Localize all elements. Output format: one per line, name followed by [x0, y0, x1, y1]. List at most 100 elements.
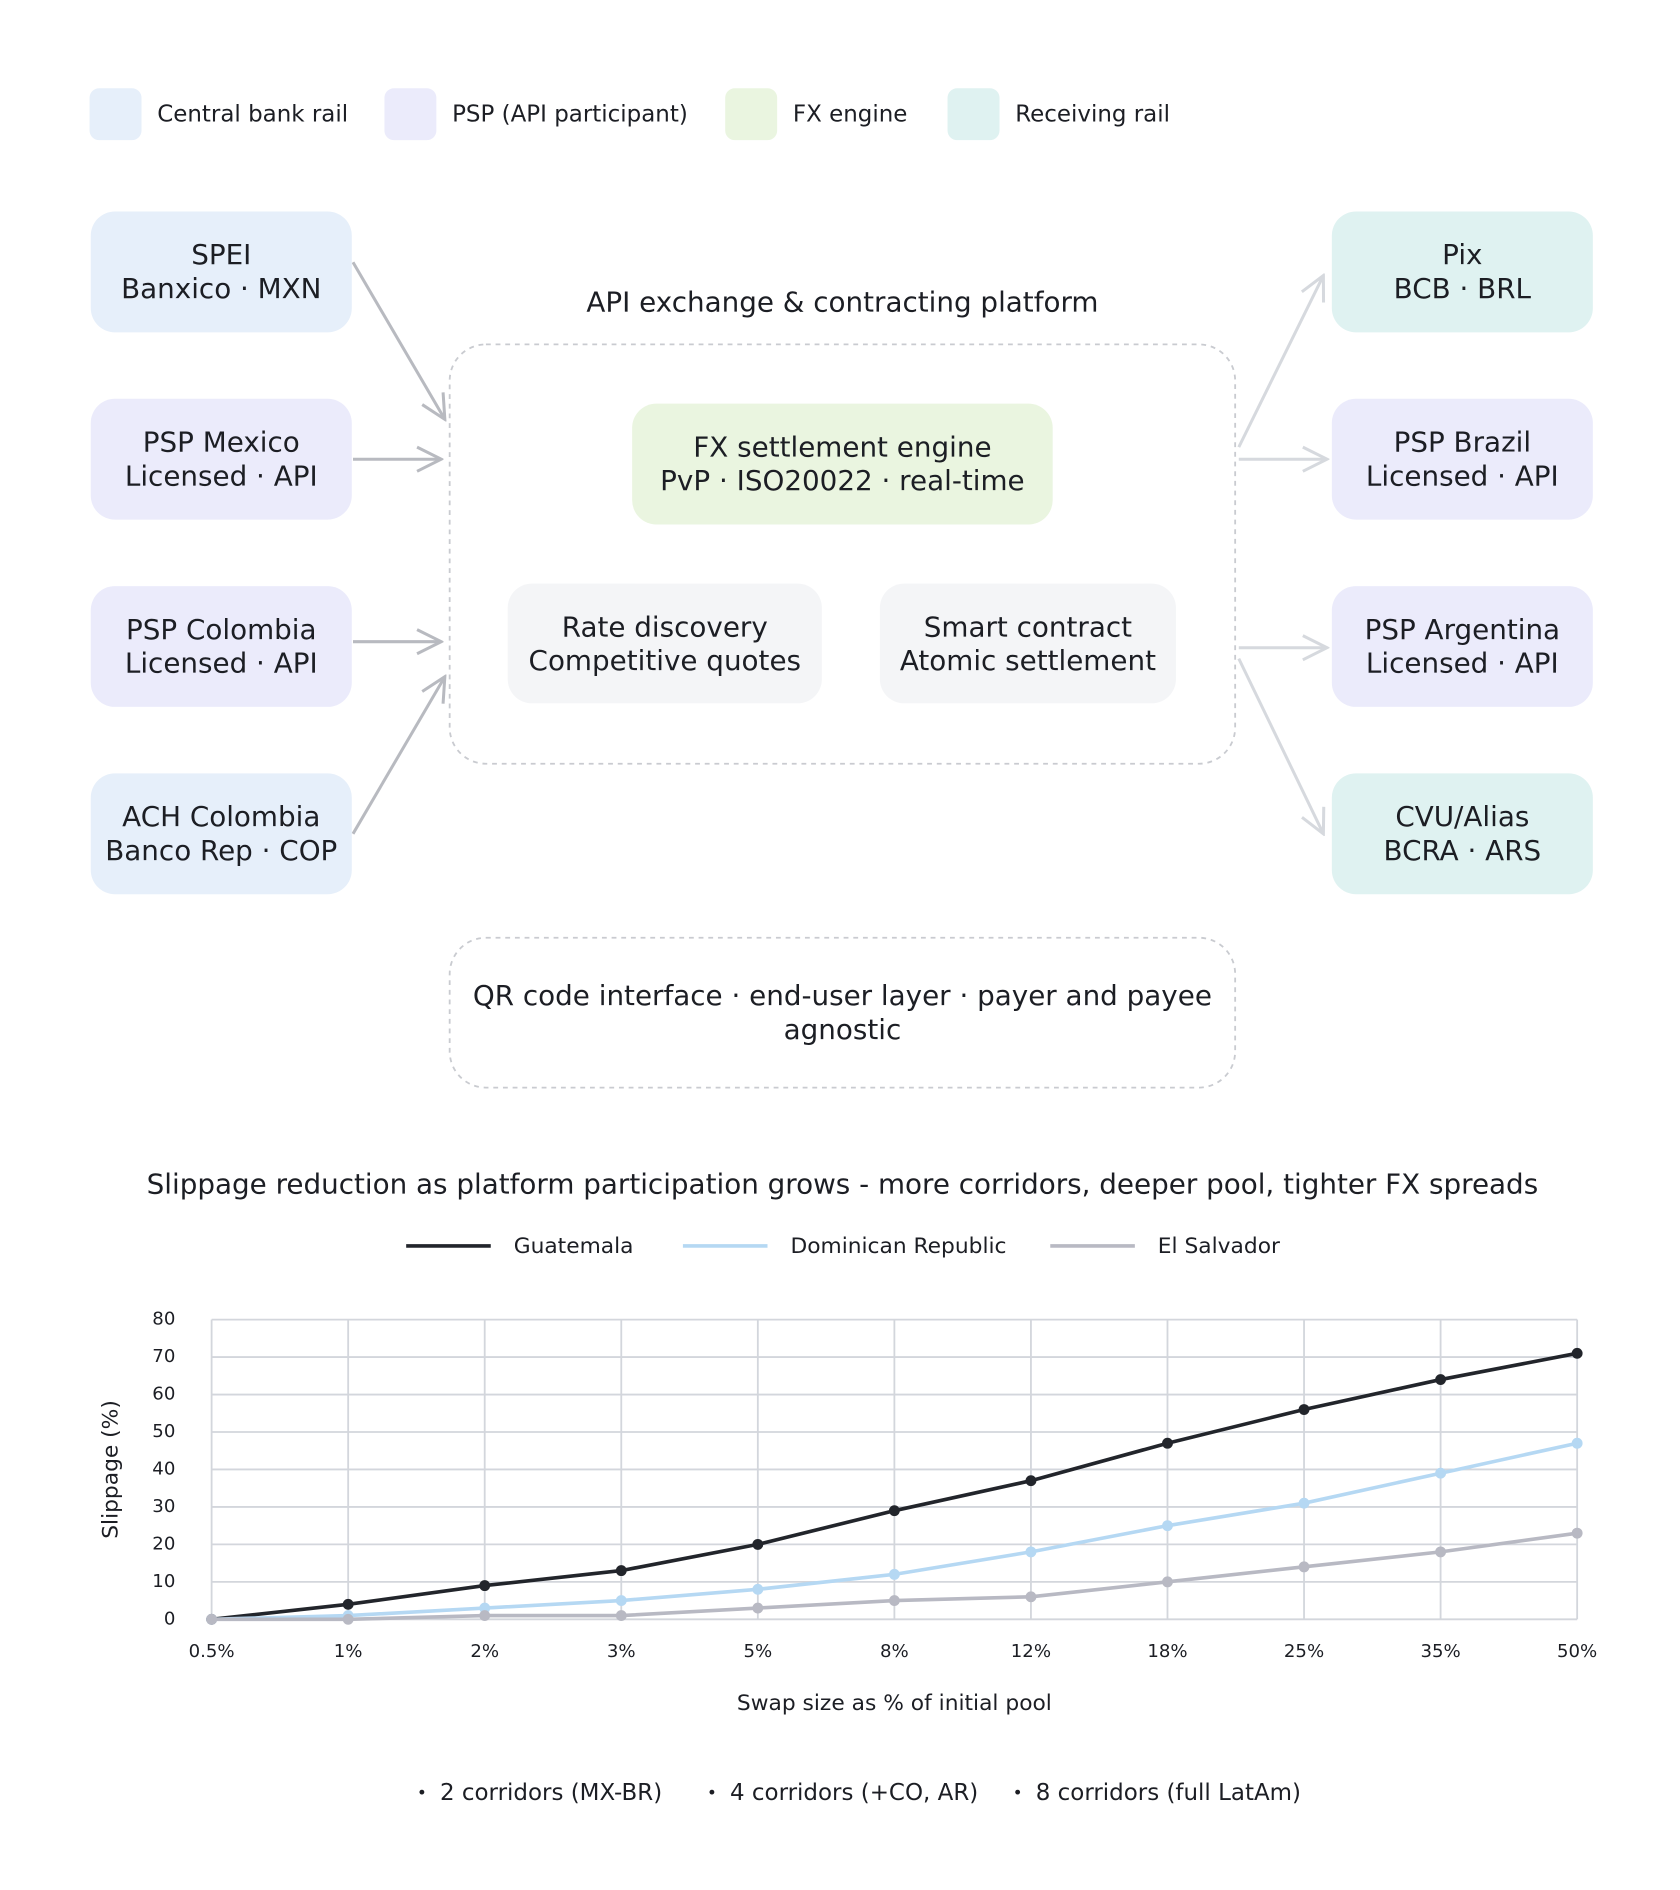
legend-swatch: [89, 88, 142, 141]
data-point: [615, 1595, 627, 1607]
data-point: [342, 1613, 354, 1625]
data-point: [1571, 1437, 1583, 1449]
node-title: PSP Argentina: [1365, 613, 1561, 646]
data-point: [752, 1538, 764, 1550]
data-point: [752, 1583, 764, 1595]
x-tick-label: 35%: [1420, 1641, 1460, 1662]
arrows: [351, 261, 1327, 834]
node-subtitle: BCB · BRL: [1394, 272, 1532, 305]
node-subtitle: Licensed · API: [1366, 459, 1559, 492]
y-tick-label: 50: [152, 1421, 175, 1442]
x-tick-label: 0.5%: [189, 1641, 235, 1662]
x-tick-label: 18%: [1147, 1641, 1187, 1662]
x-tick-label: 25%: [1284, 1641, 1324, 1662]
data-point: [888, 1505, 900, 1517]
node-title: SPEI: [191, 238, 251, 271]
arrow: [351, 261, 445, 419]
legend-label: Dominican Republic: [790, 1234, 1006, 1259]
node-box: [1331, 211, 1593, 333]
data-point: [1025, 1475, 1037, 1487]
node-box: [1331, 773, 1593, 895]
data-point: [479, 1610, 491, 1622]
legend-swatch: [947, 88, 1000, 141]
engine-subtitle: PvP · ISO20022 · real-time: [660, 464, 1024, 497]
node-subtitle: Licensed · API: [125, 647, 318, 680]
data-point: [1298, 1497, 1310, 1509]
node-title: Pix: [1442, 238, 1482, 271]
data-point: [1162, 1576, 1173, 1588]
legend-label: Central bank rail: [157, 101, 348, 127]
data-point: [1435, 1467, 1447, 1479]
data-point: [1298, 1404, 1310, 1415]
footnote: 4 corridors (+CO, AR): [730, 1780, 978, 1806]
interface-text: QR code interface · end-user layer · pay…: [473, 979, 1212, 1012]
legend-label: Guatemala: [514, 1234, 634, 1259]
x-tick-label: 2%: [470, 1641, 499, 1662]
node-title: ACH Colombia: [122, 800, 320, 833]
y-tick-label: 20: [152, 1533, 175, 1554]
footnote-bullet: [709, 1789, 715, 1795]
interface-text: agnostic: [784, 1013, 902, 1046]
data-point: [1025, 1591, 1037, 1603]
node-title: CVU/Alias: [1395, 800, 1529, 833]
legend-label: FX engine: [793, 101, 908, 127]
legend-swatch: [725, 88, 778, 141]
legend-swatch: [384, 88, 437, 141]
data-point: [888, 1595, 900, 1607]
data-point: [479, 1602, 491, 1614]
module-title: Rate discovery: [562, 610, 768, 643]
data-point: [1571, 1527, 1583, 1539]
y-tick-label: 40: [152, 1458, 175, 1479]
node-subtitle: Banxico · MXN: [121, 272, 321, 305]
data-point: [1162, 1437, 1173, 1449]
x-tick-label: 5%: [743, 1641, 772, 1662]
data-point: [615, 1610, 627, 1622]
node-box: [90, 586, 352, 707]
module-box: [507, 583, 822, 704]
platform-title: API exchange & contracting platform: [586, 285, 1098, 318]
footnote-bullet: [1015, 1789, 1021, 1795]
data-point: [888, 1568, 900, 1580]
data-point: [1025, 1546, 1037, 1558]
module-subtitle: Atomic settlement: [900, 644, 1156, 677]
platform-box: [448, 343, 1237, 765]
node-box: [90, 211, 352, 333]
footnote-bullet: [419, 1789, 425, 1795]
arrow: [1237, 657, 1324, 834]
data-point: [1298, 1561, 1310, 1573]
node-title: PSP Mexico: [143, 425, 300, 458]
node-box: [1331, 586, 1593, 707]
node-box: [90, 773, 352, 895]
node-box: [90, 398, 352, 520]
legend-label: PSP (API participant): [452, 101, 688, 127]
x-tick-label: 1%: [334, 1641, 363, 1662]
x-tick-label: 3%: [607, 1641, 636, 1662]
node-box: [1331, 398, 1593, 520]
module-box: [879, 583, 1176, 704]
engine-box: [632, 403, 1053, 525]
module-title: Smart contract: [924, 610, 1132, 643]
y-tick-label: 80: [152, 1309, 175, 1330]
data-point: [1162, 1520, 1173, 1532]
node-subtitle: Banco Rep · COP: [105, 834, 337, 867]
interface-box: [448, 936, 1237, 1089]
y-tick-label: 30: [152, 1496, 175, 1517]
data-point: [615, 1565, 627, 1577]
x-tick-label: 50%: [1557, 1641, 1597, 1662]
footnote: 8 corridors (full LatAm): [1036, 1780, 1301, 1806]
chart-title: Slippage reduction as platform participa…: [147, 1167, 1539, 1200]
y-tick-label: 60: [152, 1384, 175, 1405]
y-tick-label: 70: [152, 1346, 175, 1367]
node-subtitle: Licensed · API: [125, 459, 318, 492]
data-point: [1571, 1347, 1583, 1359]
y-tick-label: 10: [152, 1571, 175, 1592]
legend-label: El Salvador: [1158, 1234, 1280, 1259]
data-point: [1435, 1546, 1447, 1558]
y-tick-label: 0: [164, 1608, 176, 1629]
engine-title: FX settlement engine: [693, 430, 991, 463]
data-point: [479, 1580, 491, 1592]
data-point: [342, 1598, 354, 1610]
data-point: [752, 1602, 764, 1614]
